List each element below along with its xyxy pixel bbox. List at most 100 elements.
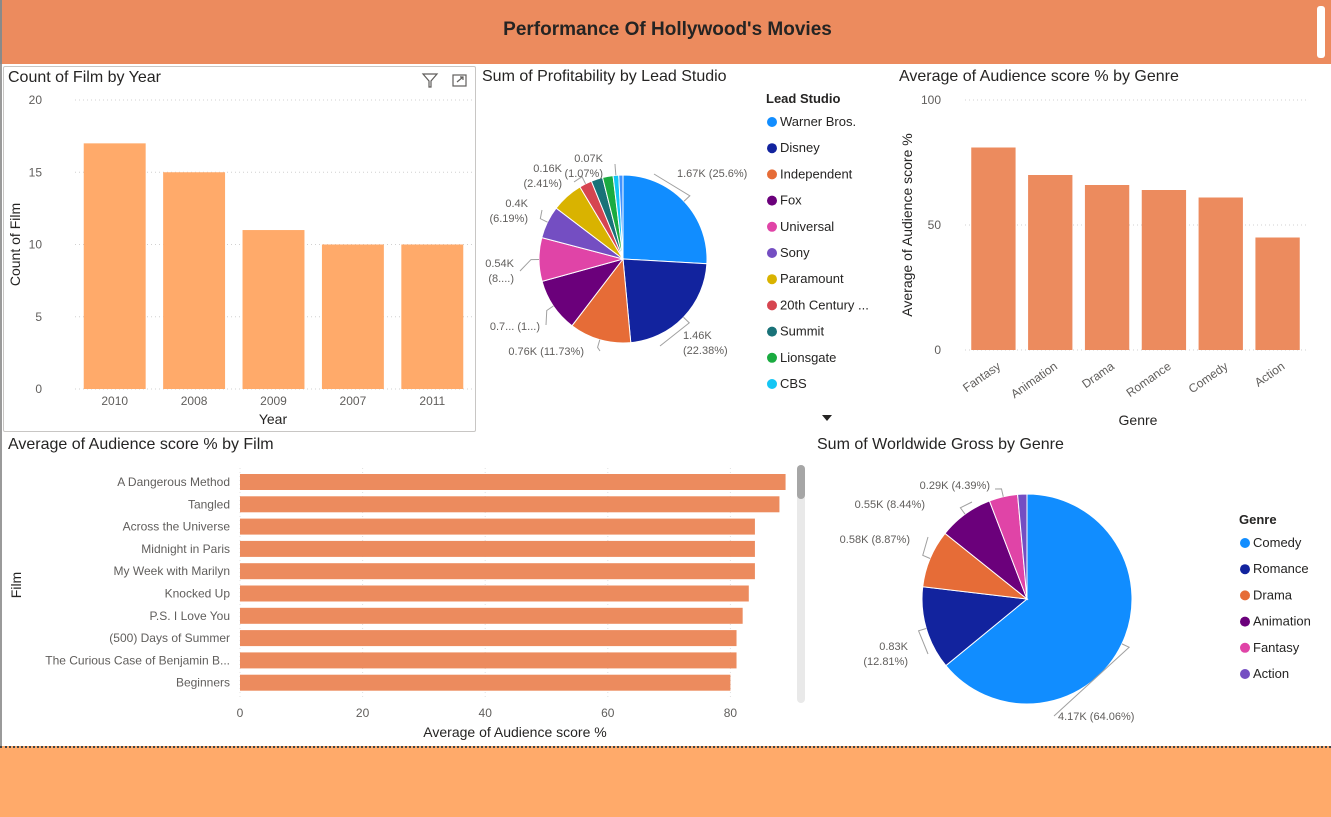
x-tick-label: 20 <box>356 706 370 720</box>
leader-line <box>614 163 617 176</box>
y-axis-title: Average of Audience score % <box>899 133 915 316</box>
data-label: (8....) <box>488 273 514 285</box>
filter-icon[interactable] <box>421 73 439 88</box>
chart-profit-by-studio: 1.67K (25.6%) 1.46K (22.38%) 0.76K (11.73%)… <box>485 91 869 391</box>
visual-title-profit: Sum of Profitability by Lead Studio <box>482 68 727 85</box>
legend-item: Universal <box>780 219 834 234</box>
y-tick-label: 20 <box>29 93 43 107</box>
y-tick-label: 0 <box>35 382 42 396</box>
legend-marker <box>767 143 777 154</box>
legend-marker <box>767 221 777 232</box>
bar <box>1084 185 1130 350</box>
leader-line <box>917 628 929 655</box>
pie-slice <box>1017 493 1028 600</box>
legend-item: Animation <box>1253 614 1311 629</box>
chart-gross-by-genre: 4.17K (64.06%) 0.83K (12.81%) 0.58K (8.87%)… <box>840 480 1311 723</box>
visual-title-film-score: Average of Audience score % by Film <box>8 436 274 453</box>
bar <box>401 244 464 389</box>
y-tick-label: 10 <box>29 238 43 252</box>
x-tick-label: Animation <box>1008 359 1060 401</box>
page-left-border <box>0 64 2 746</box>
legend-marker <box>767 274 777 285</box>
leader-line <box>653 173 691 202</box>
legend-item: Lionsgate <box>780 350 836 365</box>
x-tick-label: 80 <box>724 706 738 720</box>
y-tick-label: Tangled <box>188 497 230 511</box>
legend-item: Paramount <box>780 271 844 286</box>
leader-line <box>539 209 548 223</box>
data-label: 0.29K (4.39%) <box>920 480 990 492</box>
bar <box>240 630 737 647</box>
leader-line <box>597 339 601 352</box>
data-label: 0.76K (11.73%) <box>508 346 584 358</box>
y-tick-label: The Curious Case of Benjamin B... <box>45 653 230 667</box>
visual-title: Count of Film by Year <box>8 69 161 86</box>
legend-item: Fantasy <box>1253 640 1300 655</box>
x-axis-title: Average of Audience score % <box>423 724 606 740</box>
x-tick-label: 2007 <box>340 394 367 408</box>
visual-title-gross: Sum of Worldwide Gross by Genre <box>817 436 1064 453</box>
y-tick-label: 0 <box>934 343 941 357</box>
data-label: 1.46K <box>683 330 712 342</box>
data-label: 0.58K (8.87%) <box>840 534 910 546</box>
legend-item: Independent <box>780 166 853 181</box>
y-tick-label: 15 <box>29 165 43 179</box>
y-tick-label: 100 <box>921 93 941 107</box>
legend-item: Drama <box>1253 587 1293 602</box>
y-tick-label: My Week with Marilyn <box>114 564 230 578</box>
legend-marker <box>767 195 777 206</box>
x-tick-label: 2011 <box>419 394 445 408</box>
y-axis-title: Film <box>8 572 24 598</box>
legend-title: Genre <box>1239 512 1277 527</box>
leader-line <box>519 259 540 272</box>
bar <box>242 230 305 389</box>
bar <box>1141 190 1187 350</box>
x-tick-label: 0 <box>237 706 244 720</box>
bar <box>1198 197 1243 350</box>
bar <box>83 143 146 389</box>
y-tick-label: (500) Days of Summer <box>109 631 230 645</box>
legend-marker <box>1240 669 1250 679</box>
bar <box>240 607 743 624</box>
legend-more-chevron-icon[interactable] <box>820 413 834 423</box>
data-label: 0.07K <box>574 153 603 165</box>
data-label: 0.55K (8.44%) <box>855 499 925 511</box>
x-axis-title: Year <box>259 411 288 427</box>
report-title: Performance Of Hollywood's Movies <box>503 19 832 40</box>
y-tick-label: Midnight in Paris <box>141 542 230 556</box>
visual-title-genre-score: Average of Audience score % by Genre <box>899 68 1179 85</box>
legend-item: 20th Century ... <box>780 297 869 312</box>
bar <box>163 172 226 389</box>
bar <box>240 496 780 513</box>
pie-slice <box>618 174 624 260</box>
legend-item: CBS <box>780 376 807 391</box>
bar <box>240 518 755 535</box>
report-footer <box>0 746 1331 817</box>
data-label: 0.83K <box>879 641 908 653</box>
y-tick-label: Across the Universe <box>123 520 231 534</box>
x-tick-label: 2008 <box>181 394 208 408</box>
x-axis-title: Genre <box>1119 412 1158 428</box>
pie-slice <box>945 493 1133 705</box>
visual-count-by-year[interactable]: Count of Film by Year <box>3 66 476 432</box>
data-label: (2.41%) <box>523 178 562 190</box>
bar <box>240 474 786 490</box>
leader-line <box>1053 643 1131 717</box>
legend-marker <box>1240 590 1250 601</box>
y-tick-label: Beginners <box>176 676 230 690</box>
scrollbar-thumb <box>797 465 805 499</box>
bar <box>240 540 755 557</box>
data-label: (1.07%) <box>564 168 603 180</box>
pie-slice <box>622 174 708 265</box>
x-tick-label: Comedy <box>1186 359 1231 396</box>
x-tick-label: 40 <box>479 706 493 720</box>
data-label: (22.38%) <box>683 345 728 357</box>
legend-marker <box>1240 564 1250 575</box>
bar <box>1028 175 1073 350</box>
page-scrollbar[interactable] <box>1317 6 1325 58</box>
leader-line <box>573 175 586 185</box>
legend-marker <box>767 169 777 180</box>
legend-marker <box>767 379 777 389</box>
focus-mode-icon[interactable] <box>452 74 467 87</box>
leader-line <box>959 501 973 515</box>
